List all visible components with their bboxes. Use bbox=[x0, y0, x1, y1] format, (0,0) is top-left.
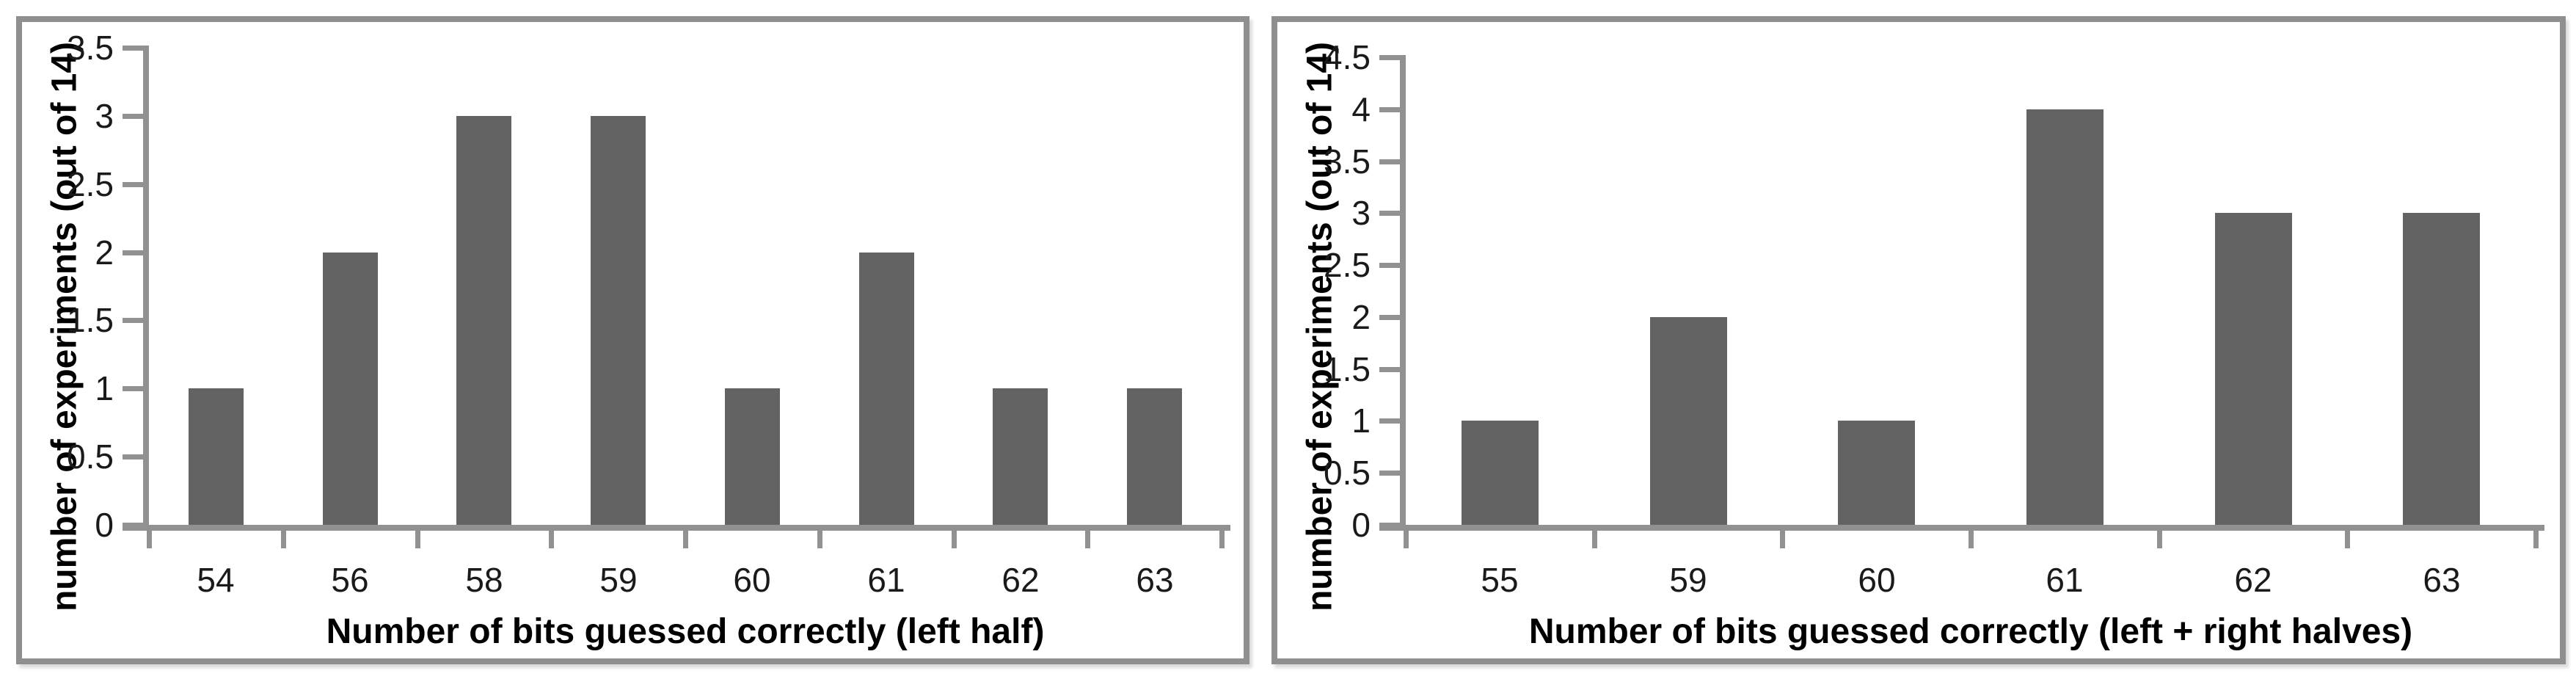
y-tick bbox=[1379, 314, 1400, 320]
x-tick-label: 58 bbox=[465, 561, 503, 599]
x-tick bbox=[147, 531, 152, 548]
y-tick-label: 4 bbox=[1351, 90, 1371, 128]
x-tick bbox=[1969, 531, 1974, 548]
x-tick bbox=[1085, 531, 1091, 548]
x-tick bbox=[683, 531, 688, 548]
x-axis-title: Number of bits guessed correctly (left +… bbox=[1528, 612, 2413, 651]
x-tick-label: 62 bbox=[1001, 561, 1040, 599]
x-tick-label: 63 bbox=[2423, 561, 2461, 599]
bar-x-63 bbox=[1127, 388, 1182, 525]
y-tick-label: 0.5 bbox=[67, 437, 114, 476]
x-tick-label: 54 bbox=[197, 561, 235, 599]
x-axis-title: Number of bits guessed correctly (left h… bbox=[326, 612, 1045, 651]
bar-x-60 bbox=[725, 388, 780, 525]
x-tick-label: 60 bbox=[733, 561, 771, 599]
y-tick bbox=[123, 250, 143, 255]
y-tick-label: 3 bbox=[95, 96, 114, 135]
y-tick bbox=[123, 113, 143, 119]
x-tick bbox=[1219, 531, 1225, 548]
x-tick-label: 60 bbox=[1858, 561, 1896, 599]
bar-x-61 bbox=[2026, 109, 2104, 525]
y-tick-label: 1 bbox=[95, 369, 114, 408]
bar-x-59 bbox=[591, 116, 646, 525]
x-tick bbox=[2156, 531, 2162, 548]
y-tick bbox=[1379, 523, 1400, 528]
x-tick bbox=[951, 531, 957, 548]
y-tick bbox=[1379, 263, 1400, 269]
y-tick-label: 0 bbox=[1351, 506, 1371, 544]
y-tick bbox=[1379, 106, 1400, 112]
bar-x-55 bbox=[1462, 421, 1539, 525]
y-tick bbox=[123, 318, 143, 324]
bar-x-54 bbox=[189, 388, 244, 525]
y-tick-label: 4.5 bbox=[1324, 38, 1371, 76]
bar-x-60 bbox=[1838, 421, 1915, 525]
y-tick-label: 3.5 bbox=[1324, 142, 1371, 181]
y-tick-label: 2.5 bbox=[1324, 246, 1371, 285]
x-tick-label: 61 bbox=[867, 561, 905, 599]
x-tick bbox=[549, 531, 555, 548]
bar-x-61 bbox=[859, 253, 914, 525]
bar-x-56 bbox=[323, 253, 378, 525]
y-tick-label: 3.5 bbox=[67, 29, 114, 67]
bar-x-59 bbox=[1650, 317, 1727, 525]
bar-x-58 bbox=[456, 116, 511, 525]
y-tick-label: 2.5 bbox=[67, 164, 114, 203]
y-tick bbox=[123, 454, 143, 460]
y-tick bbox=[123, 181, 143, 187]
y-tick bbox=[1379, 159, 1400, 164]
y-tick-label: 0 bbox=[95, 506, 114, 544]
x-axis-line bbox=[1379, 525, 2544, 531]
x-tick-label: 61 bbox=[2046, 561, 2084, 599]
y-tick bbox=[1379, 55, 1400, 60]
x-tick-label: 59 bbox=[599, 561, 638, 599]
y-tick-label: 3 bbox=[1351, 194, 1371, 233]
y-axis-line bbox=[143, 46, 149, 531]
x-tick-label: 55 bbox=[1481, 561, 1519, 599]
x-tick bbox=[2533, 531, 2539, 548]
y-tick-label: 2 bbox=[1351, 297, 1371, 336]
x-tick bbox=[1591, 531, 1597, 548]
x-tick-label: 59 bbox=[1669, 561, 1707, 599]
x-tick-label: 62 bbox=[2234, 561, 2272, 599]
y-tick bbox=[1379, 471, 1400, 476]
x-tick-label: 56 bbox=[331, 561, 369, 599]
x-tick bbox=[415, 531, 420, 548]
y-tick-label: 2 bbox=[95, 233, 114, 272]
y-tick-label: 1.5 bbox=[1324, 349, 1371, 388]
chart-panel-left-plus-right-halves: number of experiments (out of 14) Number… bbox=[1271, 16, 2566, 664]
x-tick-label: 63 bbox=[1136, 561, 1174, 599]
x-tick bbox=[2345, 531, 2351, 548]
y-tick bbox=[1379, 366, 1400, 372]
bar-x-62 bbox=[2215, 213, 2292, 525]
y-axis-line bbox=[1400, 55, 1406, 531]
y-tick-label: 1.5 bbox=[67, 301, 114, 340]
y-tick bbox=[123, 523, 143, 528]
x-tick bbox=[817, 531, 822, 548]
bar-x-63 bbox=[2403, 213, 2480, 525]
y-tick-label: 1 bbox=[1351, 402, 1371, 440]
x-tick bbox=[280, 531, 286, 548]
x-axis-line bbox=[123, 525, 1230, 531]
x-tick bbox=[1404, 531, 1409, 548]
y-tick bbox=[123, 46, 143, 51]
y-tick bbox=[1379, 418, 1400, 424]
bar-x-62 bbox=[993, 388, 1048, 525]
x-tick bbox=[1780, 531, 1786, 548]
y-tick bbox=[123, 386, 143, 392]
y-tick-label: 0.5 bbox=[1324, 454, 1371, 493]
y-tick bbox=[1379, 211, 1400, 217]
chart-panel-left-half: number of experiments (out of 14) Number… bbox=[16, 16, 1249, 664]
